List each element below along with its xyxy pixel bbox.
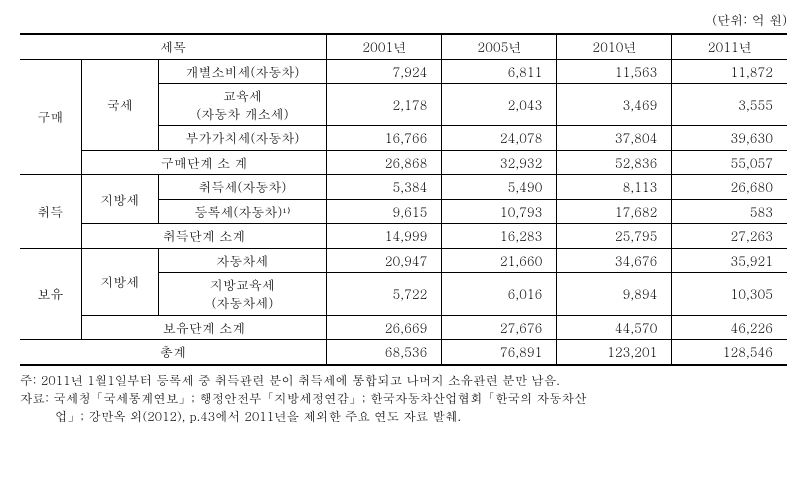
cell-name-l1: 지방교육세: [210, 275, 275, 294]
cell-val: 17,682: [557, 199, 672, 224]
cell-val: 27,676: [442, 315, 557, 340]
table-row: 구매 국세 개별소비세(자동차) 7,924 6,811 11,563 11,8…: [20, 59, 787, 84]
cell-val: 6,016: [442, 273, 557, 315]
cell-val: 3,469: [557, 84, 672, 126]
cell-val: 26,868: [327, 150, 442, 175]
cell-val: 3,555: [672, 84, 787, 126]
cell-val: 39,630: [672, 126, 787, 151]
cell-val: 123,201: [557, 340, 672, 365]
subtotal-label: 취득단계 소계: [81, 224, 326, 249]
cell-val: 10,305: [672, 273, 787, 315]
subtotal-row: 보유단계 소계 26,669 27,676 44,570 46,226: [20, 315, 787, 340]
acquisition-label: 취득: [20, 175, 81, 249]
cell-name: 지방교육세 (자동차세): [158, 273, 327, 315]
cell-val: 9,894: [557, 273, 672, 315]
header-row: 세목 2001년 2005년 2010년 2011년: [20, 34, 787, 59]
footnote-note: 주: 2011년 1월1일부터 등록세 중 취득관련 분이 취득세에 통합되고 …: [20, 371, 787, 389]
footnote-source: 자료: 국세청「국세통계연보」; 행정안전부「지방세정연감」; 한국자동차산업협…: [20, 389, 787, 425]
cell-val: 2,178: [327, 84, 442, 126]
cell-val: 46,226: [672, 315, 787, 340]
ownership-label: 보유: [20, 248, 81, 339]
cell-val: 55,057: [672, 150, 787, 175]
col-2011: 2011년: [672, 34, 787, 59]
cell-val: 76,891: [442, 340, 557, 365]
unit-label: (단위: 억 원): [20, 10, 787, 29]
cell-val: 44,570: [557, 315, 672, 340]
footnote: 주: 2011년 1월1일부터 등록세 중 취득관련 분이 취득세에 통합되고 …: [20, 371, 787, 425]
table-row: 취득 지방세 취득세(자동차) 5,384 5,490 8,113 26,680: [20, 175, 787, 200]
cell-val: 34,676: [557, 248, 672, 273]
footnote-source-l2: 업」; 강만옥 외(2012), p.43에서 2011년을 제외한 주요 연도…: [55, 407, 461, 425]
cell-name: 등록세(자동차)¹⁾: [158, 199, 327, 224]
cell-val: 27,263: [672, 224, 787, 249]
cell-val: 68,536: [327, 340, 442, 365]
purchase-taxtype: 국세: [81, 59, 158, 150]
cell-name-l2: (자동차 개소세): [196, 104, 288, 123]
cell-val: 11,563: [557, 59, 672, 84]
cell-val: 5,490: [442, 175, 557, 200]
cell-val: 5,722: [327, 273, 442, 315]
cell-val: 20,947: [327, 248, 442, 273]
col-2010: 2010년: [557, 34, 672, 59]
cell-val: 10,793: [442, 199, 557, 224]
cell-val: 25,795: [557, 224, 672, 249]
cell-val: 26,669: [327, 315, 442, 340]
subtotal-label: 구매단계 소 계: [81, 150, 326, 175]
footnote-source-l1: 자료: 국세청「국세통계연보」; 행정안전부「지방세정연감」; 한국자동차산업협…: [20, 389, 587, 407]
cell-val: 6,811: [442, 59, 557, 84]
cell-name: 개별소비세(자동차): [158, 59, 327, 84]
cell-val: 128,546: [672, 340, 787, 365]
cell-val: 14,999: [327, 224, 442, 249]
cell-val: 37,804: [557, 126, 672, 151]
cell-val: 16,766: [327, 126, 442, 151]
cell-name: 취득세(자동차): [158, 175, 327, 200]
cell-val: 7,924: [327, 59, 442, 84]
acquisition-taxtype: 지방세: [81, 175, 158, 224]
cell-val: 24,078: [442, 126, 557, 151]
ownership-taxtype: 지방세: [81, 248, 158, 315]
subtotal-label: 보유단계 소계: [81, 315, 326, 340]
col-category: 세목: [20, 34, 327, 59]
cell-name: 자동차세: [158, 248, 327, 273]
table-row: 보유 지방세 자동차세 20,947 21,660 34,676 35,921: [20, 248, 787, 273]
cell-val: 35,921: [672, 248, 787, 273]
col-2005: 2005년: [442, 34, 557, 59]
subtotal-row: 구매단계 소 계 26,868 32,932 52,836 55,057: [20, 150, 787, 175]
tax-table: 세목 2001년 2005년 2010년 2011년 구매 국세 개별소비세(자…: [20, 33, 787, 366]
cell-name-l2: (자동차세): [212, 293, 274, 312]
cell-val: 32,932: [442, 150, 557, 175]
cell-name-l1: 교육세: [223, 86, 262, 105]
cell-name: 교육세 (자동차 개소세): [158, 84, 327, 126]
purchase-label: 구매: [20, 59, 81, 175]
subtotal-row: 취득단계 소계 14,999 16,283 25,795 27,263: [20, 224, 787, 249]
cell-val: 583: [672, 199, 787, 224]
cell-val: 26,680: [672, 175, 787, 200]
cell-val: 9,615: [327, 199, 442, 224]
cell-name: 부가가치세(자동차): [158, 126, 327, 151]
total-label: 총계: [20, 340, 327, 365]
col-2001: 2001년: [327, 34, 442, 59]
cell-val: 21,660: [442, 248, 557, 273]
cell-val: 2,043: [442, 84, 557, 126]
cell-val: 52,836: [557, 150, 672, 175]
cell-val: 5,384: [327, 175, 442, 200]
cell-val: 8,113: [557, 175, 672, 200]
cell-val: 16,283: [442, 224, 557, 249]
total-row: 총계 68,536 76,891 123,201 128,546: [20, 340, 787, 365]
cell-val: 11,872: [672, 59, 787, 84]
